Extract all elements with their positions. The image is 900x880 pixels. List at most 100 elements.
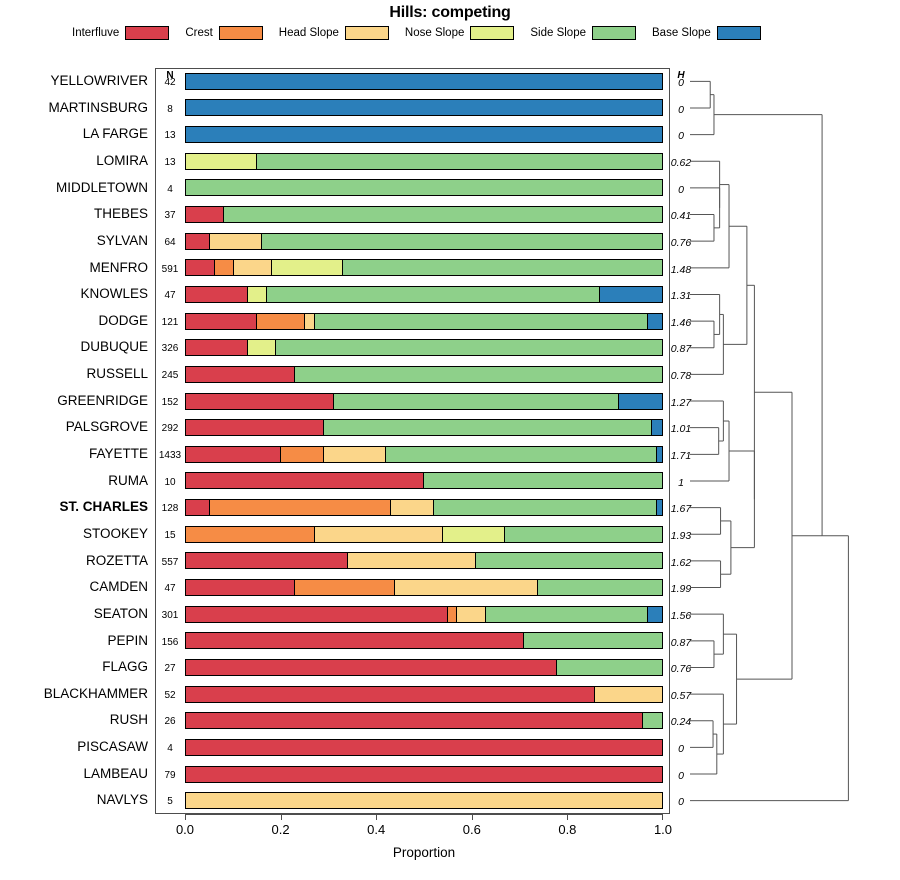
stacked-bar[interactable] <box>185 499 663 517</box>
bar-segment-nose-slope[interactable] <box>443 526 505 542</box>
bar-segment-interfluve[interactable] <box>186 553 348 569</box>
bar-segment-head-slope[interactable] <box>304 313 315 329</box>
bar-segment-side-slope[interactable] <box>224 207 662 223</box>
row-label-middletown[interactable]: MIDDLETOWN <box>55 179 148 195</box>
stacked-bar[interactable] <box>185 392 663 410</box>
bar-segment-interfluve[interactable] <box>186 340 248 356</box>
stacked-bar[interactable] <box>185 632 663 650</box>
stacked-bar[interactable] <box>185 206 663 224</box>
stacked-bar[interactable] <box>185 445 663 463</box>
row-label-la-farge[interactable]: LA FARGE <box>82 126 148 142</box>
bar-segment-base-slope[interactable] <box>619 393 662 409</box>
bar-segment-side-slope[interactable] <box>314 313 648 329</box>
row-label-greenridge[interactable]: GREENRIDGE <box>57 392 148 408</box>
bar-segment-crest[interactable] <box>214 260 234 276</box>
bar-segment-side-slope[interactable] <box>642 713 662 729</box>
bar-segment-side-slope[interactable] <box>476 553 662 569</box>
stacked-bar[interactable] <box>185 738 663 756</box>
row-label-dubuque[interactable]: DUBUQUE <box>80 339 148 355</box>
stacked-bar[interactable] <box>185 792 663 810</box>
stacked-bar[interactable] <box>185 232 663 250</box>
stacked-bar[interactable] <box>185 605 663 623</box>
bar-segment-side-slope[interactable] <box>266 286 601 302</box>
stacked-bar[interactable] <box>185 339 663 357</box>
stacked-bar[interactable] <box>185 419 663 437</box>
bar-segment-crest[interactable] <box>209 500 391 516</box>
bar-segment-side-slope[interactable] <box>333 393 620 409</box>
stacked-bar[interactable] <box>185 685 663 703</box>
row-label-blackhammer[interactable]: BLACKHAMMER <box>43 685 148 701</box>
row-label-russell[interactable]: RUSSELL <box>86 366 148 382</box>
bar-segment-base-slope[interactable] <box>657 446 662 462</box>
bar-segment-head-slope[interactable] <box>395 580 539 596</box>
bar-segment-base-slope[interactable] <box>657 500 662 516</box>
bar-segment-side-slope[interactable] <box>295 366 662 382</box>
row-label-thebes[interactable]: THEBES <box>93 206 148 222</box>
bar-segment-interfluve[interactable] <box>186 313 258 329</box>
row-label-camden[interactable]: CAMDEN <box>89 579 148 595</box>
bar-segment-side-slope[interactable] <box>433 500 658 516</box>
bar-segment-crest[interactable] <box>186 526 315 542</box>
bar-segment-crest[interactable] <box>295 580 396 596</box>
bar-segment-crest[interactable] <box>447 606 458 622</box>
bar-segment-side-slope[interactable] <box>262 233 662 249</box>
bar-segment-base-slope[interactable] <box>186 73 662 89</box>
bar-segment-side-slope[interactable] <box>485 606 648 622</box>
bar-segment-side-slope[interactable] <box>276 340 662 356</box>
bar-segment-interfluve[interactable] <box>186 473 424 489</box>
stacked-bar[interactable] <box>185 579 663 597</box>
bar-segment-side-slope[interactable] <box>186 180 662 196</box>
bar-segment-interfluve[interactable] <box>186 633 524 649</box>
row-label-rush[interactable]: RUSH <box>109 712 148 728</box>
row-label-ruma[interactable]: RUMA <box>108 472 148 488</box>
row-label-martinsburg[interactable]: MARTINSBURG <box>48 99 148 115</box>
bar-segment-side-slope[interactable] <box>538 580 662 596</box>
bar-segment-head-slope[interactable] <box>233 260 272 276</box>
bar-segment-interfluve[interactable] <box>186 393 334 409</box>
bar-segment-head-slope[interactable] <box>347 553 477 569</box>
row-label-knowles[interactable]: KNOWLES <box>80 286 148 302</box>
bar-segment-interfluve[interactable] <box>186 286 248 302</box>
bar-segment-interfluve[interactable] <box>186 686 596 702</box>
bar-segment-base-slope[interactable] <box>186 100 662 116</box>
bar-segment-crest[interactable] <box>257 313 305 329</box>
row-label-st-charles[interactable]: ST. CHARLES <box>59 499 148 515</box>
stacked-bar[interactable] <box>185 365 663 383</box>
row-label-pepin[interactable]: PEPIN <box>107 632 148 648</box>
row-label-flagg[interactable]: FLAGG <box>102 659 148 675</box>
row-label-seaton[interactable]: SEATON <box>93 605 148 621</box>
row-label-menfro[interactable]: MENFRO <box>89 259 149 275</box>
bar-segment-interfluve[interactable] <box>186 606 448 622</box>
stacked-bar[interactable] <box>185 472 663 490</box>
bar-segment-side-slope[interactable] <box>424 473 662 489</box>
bar-segment-interfluve[interactable] <box>186 659 558 675</box>
bar-segment-interfluve[interactable] <box>186 580 296 596</box>
stacked-bar[interactable] <box>185 712 663 730</box>
bar-segment-side-slope[interactable] <box>257 153 662 169</box>
bar-segment-base-slope[interactable] <box>647 606 662 622</box>
row-label-palsgrove[interactable]: PALSGROVE <box>65 419 148 435</box>
bar-segment-interfluve[interactable] <box>186 420 325 436</box>
stacked-bar[interactable] <box>185 99 663 117</box>
bar-segment-head-slope[interactable] <box>457 606 486 622</box>
bar-segment-interfluve[interactable] <box>186 366 296 382</box>
bar-segment-nose-slope[interactable] <box>247 340 277 356</box>
bar-segment-head-slope[interactable] <box>324 446 386 462</box>
row-label-fayette[interactable]: FAYETTE <box>88 446 148 461</box>
stacked-bar[interactable] <box>185 312 663 330</box>
bar-segment-base-slope[interactable] <box>600 286 662 302</box>
bar-segment-head-slope[interactable] <box>595 686 662 702</box>
stacked-bar[interactable] <box>185 285 663 303</box>
bar-segment-nose-slope[interactable] <box>186 153 258 169</box>
row-label-stookey[interactable]: STOOKEY <box>82 525 148 541</box>
stacked-bar[interactable] <box>185 525 663 543</box>
row-label-yellowriver[interactable]: YELLOWRIVER <box>50 73 148 88</box>
bar-segment-nose-slope[interactable] <box>271 260 344 276</box>
bar-segment-interfluve[interactable] <box>186 260 215 276</box>
stacked-bar[interactable] <box>185 179 663 197</box>
bar-segment-base-slope[interactable] <box>186 127 662 143</box>
row-label-lambeau[interactable]: LAMBEAU <box>83 765 148 781</box>
row-label-dodge[interactable]: DODGE <box>98 312 148 328</box>
bar-segment-interfluve[interactable] <box>186 739 662 755</box>
bar-segment-interfluve[interactable] <box>186 766 662 782</box>
